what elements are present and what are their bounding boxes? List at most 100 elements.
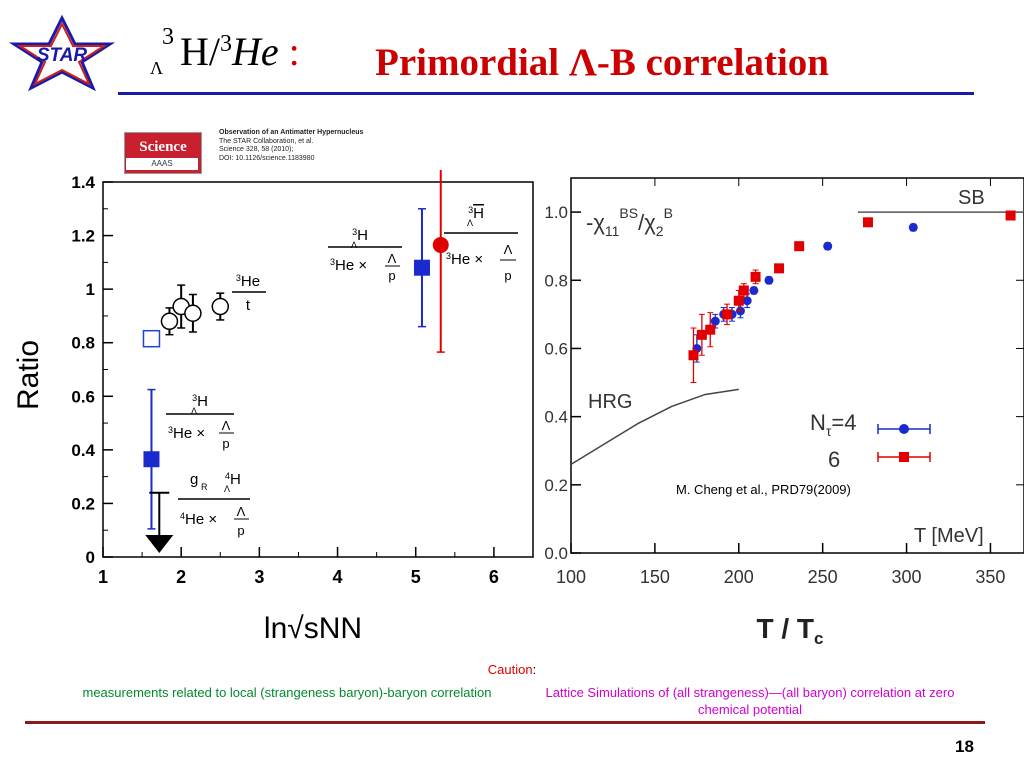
formula-colon: : [278,29,300,74]
lattice-reference: M. Cheng et al., PRD79(2009) [676,482,851,497]
data-point-nt4 [823,241,833,251]
hrg-curve [570,388,739,466]
formula-sup1: 3 [162,24,174,50]
y-tick-label: 1.2 [71,227,95,246]
y-tick-label: 1.4 [71,173,95,192]
data-point [142,329,161,348]
citation-line: The STAR Collaboration, et al. [219,137,314,145]
svg-text:p: p [237,523,244,538]
lattice-inner-xlabel: T [MeV] [914,525,984,547]
annotation-he3-t: 3He t [232,273,266,314]
svg-text:p: p [388,268,395,283]
citation-line: DOI: 10.1126/science.1183980 [219,154,315,162]
y-tick-label: 0.2 [544,476,568,495]
data-point-nt4 [742,296,752,306]
x-tick-label: 4 [333,567,343,587]
svg-text:4H: 4H [225,471,241,488]
footer-rule [25,721,985,724]
legend-label-6: 6 [828,447,840,472]
logo-text: STAR [37,45,88,66]
svg-text:3He ×: 3He × [168,425,205,442]
svg-text:Λ: Λ [504,242,513,257]
annotation-a2: 3H Λ 3He × Λ p [444,205,518,283]
data-point-nt4 [710,316,720,326]
y-tick-label: 0.2 [71,494,95,513]
y-tick-label: 0.4 [71,441,95,460]
limit-arrowhead [145,535,174,553]
data-point-nt6 [738,285,749,296]
page-number: 18 [955,737,974,756]
data-point-nt6 [705,324,716,335]
page-title: Primordial Λ-B correlation [375,41,829,84]
data-point-nt4 [908,222,918,232]
data-point-nt6 [862,217,873,228]
y-tick-label: 0.4 [544,408,568,427]
data-point [143,451,160,468]
title-underline [118,92,974,95]
annotation-a1: 3H Λ 3He × Λ p [328,227,402,283]
x-tick-label: 350 [975,567,1005,587]
aaas-logo: AAAS [126,158,198,170]
data-point-nt4 [764,275,774,285]
annotation-a4: g R 4H Λ 4He × Λ p [178,471,250,538]
x-tick-label: 6 [489,567,499,587]
svg-text:3H: 3H [468,205,484,222]
y-tick-label: 0.0 [544,544,568,563]
lattice-chart-frame [570,177,1024,554]
lattice-chart: 100 150 200 250 300 350 0.0 0.2 0.4 0.6 0.8 1.0 -χ1… [544,177,1024,648]
svg-text:t: t [246,297,251,314]
right-note: Lattice Simulations of (all strangeness)… [545,685,955,717]
y-tick-label: 0.8 [544,271,568,290]
svg-text:3He ×: 3He × [330,257,367,274]
formula-he: He [232,29,279,74]
legend-marker-nt4 [877,424,931,434]
sb-label: SB [958,187,985,209]
ratio-chart-frame [102,181,534,558]
title-formula: 3 Λ H/3He : [150,24,300,78]
ratio-x-label: ln√sNN [264,612,362,645]
x-tick-label: 3 [254,567,264,587]
data-point-nt6 [1005,210,1016,221]
svg-text:Λ: Λ [388,251,397,266]
star-logo-outline [8,14,116,92]
svg-text:Λ: Λ [222,418,231,433]
data-point-nt6 [733,295,744,306]
data-point-nt6 [774,263,785,274]
x-tick-label: 200 [724,567,754,587]
x-tick-label: 1 [98,567,108,587]
data-point-nt6 [696,329,707,340]
svg-text:p: p [504,268,511,283]
svg-text:Λ: Λ [191,406,197,416]
formula-h: H/ [180,29,220,74]
y-tick-label: 1.0 [544,203,568,222]
data-point [432,236,449,253]
ratio-chart: 1 2 3 4 5 600.20.40.60.811.21.4 Ratio ln√sNN … [12,170,534,645]
y-tick-label: 0.8 [71,334,95,353]
x-tick-label: 250 [808,567,838,587]
citation-line: Science 328, 58 (2010); [219,146,294,153]
svg-text:4He ×: 4He × [180,511,217,528]
ratio-y-label: Ratio [12,340,45,410]
left-note: measurements related to local (strangene… [82,685,492,700]
svg-text:R: R [201,482,208,492]
svg-text:p: p [222,436,229,451]
svg-text:Λ: Λ [224,484,230,494]
data-point-nt6 [794,241,805,252]
svg-text:Λ: Λ [237,504,246,519]
data-point-nt6 [750,271,761,282]
x-tick-label: 150 [640,567,670,587]
science-citation: Observation of an Antimatter Hypernucleu… [219,129,363,163]
star-logo-inner [16,21,108,87]
x-tick-label: 5 [411,567,421,587]
data-point [160,312,179,331]
data-point [184,304,202,322]
formula-sup2: 3 [220,31,232,57]
x-tick-label: 2 [176,567,186,587]
y-tick-label: 1 [86,280,95,299]
y-tick-label: 0.6 [71,387,95,406]
svg-text:3H: 3H [352,227,368,244]
data-point-nt4 [749,286,759,295]
caution-label: Caution [487,662,533,677]
svg-text:g: g [190,471,198,488]
x-tick-label: 100 [556,567,586,587]
